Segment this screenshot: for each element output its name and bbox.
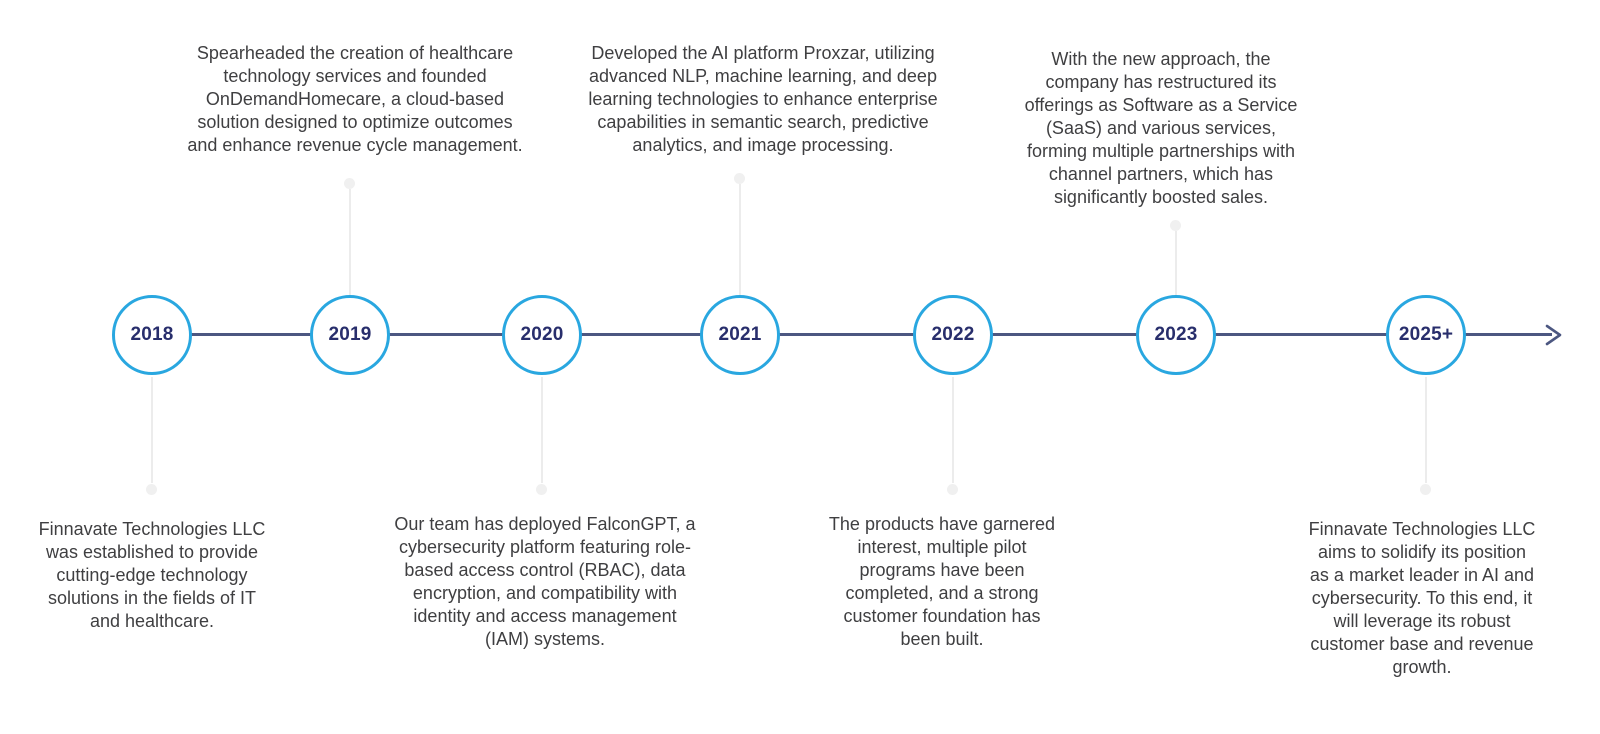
connector-dot	[1420, 484, 1431, 495]
year-label: 2019	[328, 324, 372, 345]
milestone-description: Our team has deployed FalconGPT, a cyber…	[394, 514, 696, 649]
year-circle: 2025+	[1386, 295, 1466, 375]
year-circle: 2019	[310, 295, 390, 375]
year-label: 2020	[520, 324, 564, 345]
connector-line	[541, 377, 543, 483]
year-label: 2018	[130, 324, 174, 345]
timeline-axis-line	[152, 333, 1552, 336]
connector-line	[952, 377, 954, 483]
connector-line	[1175, 231, 1177, 295]
milestone-description: The products have garnered interest, mul…	[828, 514, 1056, 649]
milestone-description: Finnavate Technologies LLC was establish…	[38, 519, 266, 631]
year-circle: 2023	[1136, 295, 1216, 375]
connector-dot	[536, 484, 547, 495]
year-label: 2025+	[1398, 324, 1454, 345]
connector-dot	[947, 484, 958, 495]
year-label: 2021	[718, 324, 762, 345]
year-circle: 2022	[913, 295, 993, 375]
connector-dot	[734, 173, 745, 184]
milestone-description: With the new approach, the company has r…	[1024, 49, 1298, 207]
year-circle: 2018	[112, 295, 192, 375]
milestone-description: Spearheaded the creation of healthcare t…	[187, 43, 523, 155]
year-label: 2023	[1154, 324, 1198, 345]
connector-line	[349, 189, 351, 295]
year-label: 2022	[931, 324, 975, 345]
connector-line	[1425, 377, 1427, 483]
year-circle: 2020	[502, 295, 582, 375]
year-circle: 2021	[700, 295, 780, 375]
connector-line	[151, 377, 153, 483]
connector-dot	[1170, 220, 1181, 231]
connector-dot	[146, 484, 157, 495]
milestone-description: Finnavate Technologies LLC aims to solid…	[1308, 519, 1536, 677]
connector-line	[739, 184, 741, 295]
connector-dot	[344, 178, 355, 189]
milestone-description: Developed the AI platform Proxzar, utili…	[588, 43, 938, 155]
arrow-right-icon	[1545, 324, 1562, 346]
